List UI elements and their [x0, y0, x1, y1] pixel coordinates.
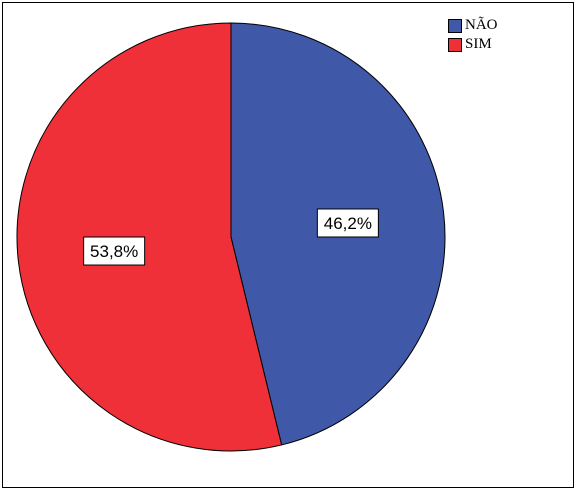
pie-label-nao: 46,2% — [316, 208, 379, 238]
pie-label-text: 53,8% — [90, 242, 138, 261]
legend-item-nao: NÃO — [448, 16, 498, 35]
legend-swatch-nao — [448, 18, 462, 33]
pie-slice-labels: 46,2% 53,8% — [83, 208, 379, 266]
pie-label-box — [83, 236, 146, 266]
legend-item-sim: SIM — [448, 35, 498, 54]
legend-label-sim: SIM — [465, 36, 492, 52]
pie-label-box — [316, 208, 379, 238]
legend: NÃO SIM — [448, 16, 498, 54]
legend-swatch-sim — [448, 37, 462, 52]
pie-label-sim: 53,8% — [83, 236, 146, 266]
pie-slice-sim — [16, 22, 283, 452]
legend-label-nao: NÃO — [465, 17, 498, 33]
pie-slices — [16, 22, 446, 452]
pie-label-text: 46,2% — [324, 214, 372, 233]
